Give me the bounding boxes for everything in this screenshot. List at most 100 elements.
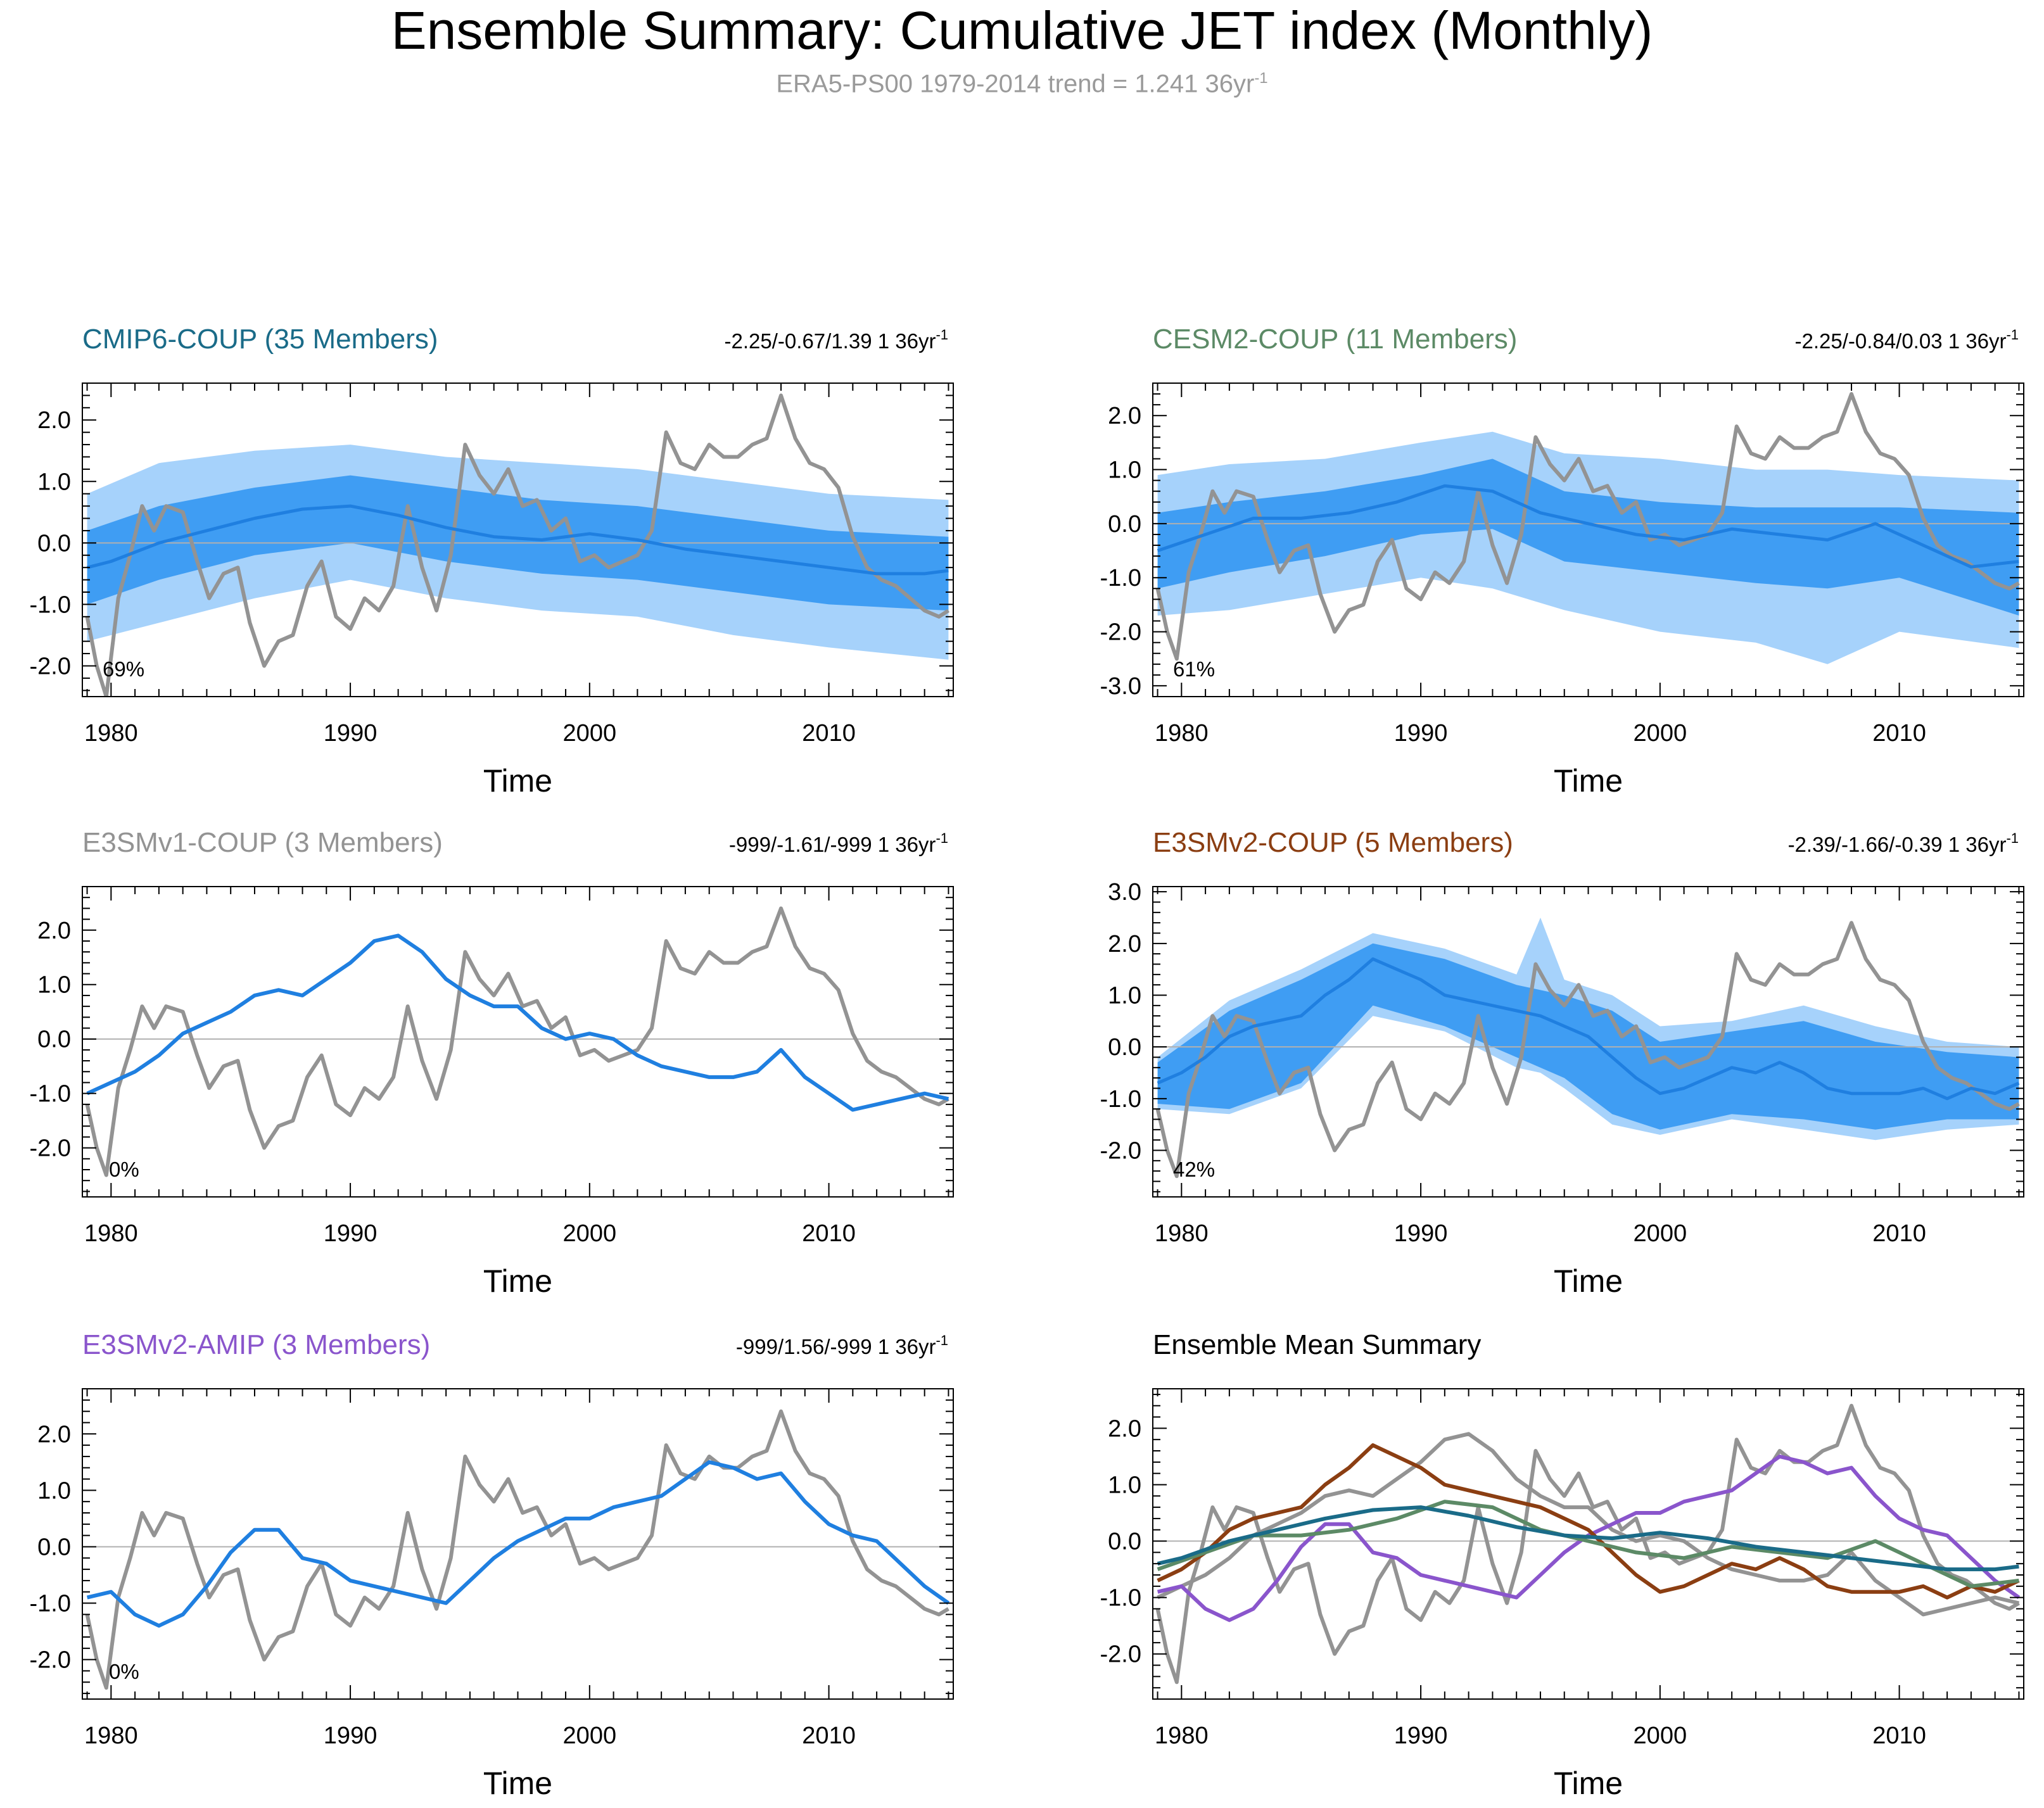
y-tick-label: 1.0 [37, 469, 71, 495]
y-tick-label: -2.0 [1100, 1138, 1141, 1165]
panel-stats-text: -2.39/-1.66/-0.39 1 36yr [1788, 833, 2007, 856]
x-tick-label: 1990 [1394, 1220, 1448, 1247]
plot-area [1153, 1403, 2024, 1685]
series-line-cesm2-coup [1157, 1500, 2019, 1588]
panel-stats-superscript: -1 [936, 830, 948, 846]
x-axis-label: Time [1554, 763, 1623, 799]
y-tick-label: 0.0 [37, 1534, 71, 1560]
x-tick-label: 1980 [1155, 1723, 1209, 1749]
y-tick-label: 1.0 [1108, 1472, 1141, 1498]
panel-title: E3SMv2-AMIP (3 Members) [82, 1329, 430, 1360]
y-tick-label: -2.0 [30, 1647, 71, 1674]
panel-title: CESM2-COUP (11 Members) [1153, 324, 1517, 355]
panel-stats-superscript: -1 [2006, 830, 2019, 846]
panel-stats-superscript: -1 [2006, 327, 2019, 343]
y-tick-label: 1.0 [37, 972, 71, 999]
x-tick-label: 2010 [1872, 1220, 1926, 1247]
y-tick-label: 1.0 [1108, 983, 1141, 1009]
y-tick-label: 2.0 [37, 918, 71, 944]
x-tick-label: 1980 [84, 1723, 138, 1749]
percent-label: 0% [109, 1660, 139, 1683]
y-tick-label: -1.0 [30, 1081, 71, 1108]
panel-title: Ensemble Mean Summary [1153, 1329, 1481, 1360]
x-tick-label: 1990 [1394, 720, 1448, 747]
x-tick-label: 2000 [1634, 1723, 1687, 1749]
plot-area [1153, 392, 2024, 664]
figure-subtitle: ERA5-PS00 1979-2014 trend = 1.241 36yr-1 [0, 63, 2044, 99]
y-tick-label: 0.0 [37, 530, 71, 557]
x-tick-label: 1980 [1155, 720, 1209, 747]
obs-line [85, 906, 949, 1177]
x-tick-label: 1990 [324, 1220, 378, 1247]
percent-label: 42% [1173, 1158, 1215, 1181]
panel-stats-text: -999/-1.61/-999 1 36yr [729, 833, 936, 856]
band-inner [1157, 458, 2019, 616]
panel-e3smv1-coup: -2.0 -1.0 0.0 1.0 2.0 1980 1990 2000 2010 Time E3S… [30, 827, 954, 1299]
plot-area [1153, 918, 2024, 1179]
series-line-e3smv2-coup [1157, 1443, 2020, 1600]
x-axis-label: Time [1554, 1766, 1623, 1801]
obs-line [85, 393, 950, 697]
obs-line [1155, 921, 2020, 1179]
panel-title: E3SMv2-COUP (5 Members) [1153, 827, 1513, 858]
percent-label: 69% [103, 657, 144, 681]
x-tick-label: 2000 [563, 1723, 617, 1749]
x-axis-label: Time [1554, 1263, 1623, 1299]
panel-stats-text: -2.25/-0.67/1.39 1 36yr [725, 329, 936, 353]
y-tick-label: -2.0 [1100, 1641, 1141, 1668]
plot-area [82, 1409, 953, 1690]
obs-line [85, 1409, 949, 1690]
x-tick-label: 2000 [1634, 720, 1687, 747]
x-tick-label: 2010 [802, 1723, 856, 1749]
x-tick-label: 1990 [1394, 1723, 1448, 1749]
plot-area [82, 393, 953, 697]
panel-cmip6-coup: -2.0 -1.0 0.0 1.0 2.0 1980 1990 2000 2010 Time CMI… [30, 324, 954, 799]
panel-stats-text: -2.25/-0.84/0.03 1 36yr [1795, 329, 2007, 353]
y-tick-label: 2.0 [1108, 931, 1141, 958]
y-tick-label: -2.0 [30, 1135, 71, 1162]
panel-stats-superscript: -1 [936, 1332, 948, 1348]
x-axis-label: Time [483, 1263, 552, 1299]
percent-label: 61% [1173, 657, 1215, 681]
panel-stats: -2.39/-1.66/-0.39 1 36yr-1 [1788, 830, 2019, 856]
series-line-e3smv1-coup [1157, 1432, 2020, 1617]
ensemble-mean-line [1157, 484, 2019, 569]
y-tick-label: 1.0 [1108, 457, 1141, 484]
y-tick-label: 0.0 [1108, 1034, 1141, 1061]
panel-stats-superscript: -1 [936, 327, 948, 343]
panel-stats: -2.25/-0.84/0.03 1 36yr-1 [1795, 327, 2019, 353]
y-tick-label: 2.0 [37, 407, 71, 434]
plot-frame [82, 1388, 954, 1700]
y-tick-label: 2.0 [1108, 1415, 1141, 1442]
x-tick-label: 2010 [1872, 720, 1926, 747]
y-tick-label: 1.0 [37, 1477, 71, 1504]
plot-frame [82, 886, 954, 1198]
y-tick-label: -1.0 [1100, 1585, 1141, 1612]
panel-ensemble-mean-summary: -2.0 -1.0 0.0 1.0 2.0 1980 1990 2000 2010 Time Ens… [1100, 1329, 2024, 1801]
y-tick-label: 2.0 [1108, 403, 1141, 429]
panel-stats-text: -999/1.56/-999 1 36yr [736, 1335, 936, 1358]
figure-title: Ensemble Summary: Cumulative JET index (… [391, 1, 1653, 60]
panel-title: E3SMv1-COUP (3 Members) [82, 827, 443, 858]
y-tick-label: -1.0 [30, 591, 71, 618]
x-tick-label: 2000 [563, 720, 617, 747]
percent-label: 0% [109, 1158, 139, 1181]
subtitle-text: ERA5-PS00 1979-2014 trend = 1.241 36yr [776, 70, 1255, 98]
plot-area [82, 906, 953, 1177]
panel-title: CMIP6-COUP (35 Members) [82, 324, 438, 355]
x-axis-label: Time [483, 1766, 552, 1801]
panel-stats: -2.25/-0.67/1.39 1 36yr-1 [725, 327, 948, 353]
x-tick-label: 1990 [324, 720, 378, 747]
x-tick-label: 1990 [324, 1723, 378, 1749]
x-tick-label: 2010 [1872, 1723, 1926, 1749]
y-tick-label: 0.0 [1108, 1529, 1141, 1555]
x-axis-label: Time [483, 763, 552, 799]
y-tick-label: -1.0 [1100, 1086, 1141, 1113]
y-tick-label: 0.0 [37, 1027, 71, 1053]
y-tick-label: -3.0 [1100, 673, 1141, 700]
panel-stats: -999/1.56/-999 1 36yr-1 [736, 1332, 948, 1358]
panel-stats: -999/-1.61/-999 1 36yr-1 [729, 830, 948, 856]
y-tick-label: 2.0 [37, 1421, 71, 1448]
x-tick-label: 1980 [1155, 1220, 1209, 1247]
